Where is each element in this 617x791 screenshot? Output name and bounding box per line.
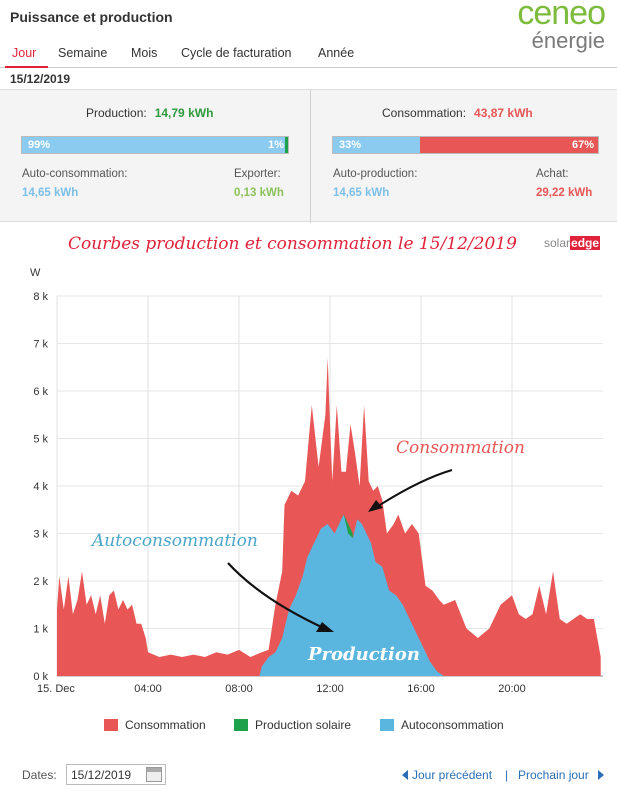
- panel-title: Puissance et production: [10, 9, 173, 25]
- achat-label: Achat:: [536, 168, 569, 180]
- active-tab-indicator: [5, 66, 48, 68]
- current-date: 15/12/2019: [10, 72, 71, 86]
- consumption-import-pct: 67%: [571, 139, 594, 151]
- auto-production-value: 14,65 kWh: [333, 187, 390, 199]
- solaredge-logo-solar: solar: [544, 236, 571, 250]
- consumption-value: 43,87 kWh: [474, 106, 533, 120]
- next-day-link[interactable]: Prochain jour: [518, 768, 589, 782]
- annotation-autoconsommation: Autoconsommation: [90, 531, 258, 551]
- production-export-pct: 1%: [268, 139, 284, 151]
- x-tick-label: 04:00: [134, 683, 162, 695]
- y-tick-label: 0 k: [33, 671, 48, 683]
- annotation-production: Production: [307, 644, 420, 665]
- auto-consommation-label: Auto-consommation:: [22, 168, 128, 180]
- next-arrow-icon[interactable]: [598, 770, 604, 780]
- dates-label: Dates:: [22, 768, 57, 782]
- legend-label-consommation: Consommation: [125, 718, 206, 732]
- legend-swatch-consommation: [104, 719, 118, 731]
- legend-item-production-solaire[interactable]: Production solaire: [234, 718, 351, 732]
- y-tick-label: 5 k: [33, 434, 48, 446]
- previous-day-link[interactable]: Jour précédent: [412, 768, 493, 782]
- chart-title: Courbes production et consommation le 15…: [68, 234, 517, 254]
- y-axis-unit: W: [30, 267, 41, 279]
- y-tick-label: 6 k: [33, 386, 48, 398]
- y-tick-label: 4 k: [33, 481, 48, 493]
- consumption-self-pct: 33%: [339, 139, 362, 151]
- logo-ceneo-text: ceneo: [517, 0, 606, 32]
- period-tabs: Jour Semaine Mois Cycle de facturation A…: [0, 40, 617, 68]
- legend-label-production-solaire: Production solaire: [255, 718, 352, 732]
- achat-value: 29,22 kWh: [536, 187, 593, 199]
- series-consommation-area: [57, 357, 601, 676]
- legend-swatch-autoconsommation: [380, 719, 394, 731]
- annotation-arrowhead-consommation: [368, 500, 383, 512]
- y-tick-label: 3 k: [33, 529, 48, 541]
- y-tick-label: 1 k: [33, 624, 48, 636]
- y-tick-label: 2 k: [33, 576, 48, 588]
- x-tick-label: 08:00: [225, 683, 253, 695]
- production-label: Production:: [86, 106, 147, 120]
- solaredge-logo-edge: edge: [570, 236, 601, 250]
- exporter-value: 0,13 kWh: [234, 187, 284, 199]
- annotation-arrow-autoconsommation: [227, 562, 329, 632]
- tab-cycle-facturation[interactable]: Cycle de facturation: [181, 46, 292, 60]
- production-export-segment: [285, 137, 288, 153]
- legend-item-consommation[interactable]: Consommation: [104, 718, 206, 732]
- consumption-bar: 33% 67%: [332, 136, 599, 154]
- annotation-arrowhead-autoconsommation: [316, 622, 334, 632]
- y-tick-label: 8 k: [33, 291, 48, 303]
- series-autoconsommation-area: [259, 514, 444, 676]
- ceneo-logo: ceneo énergie: [469, 0, 609, 56]
- annotation-consommation: Consommation: [396, 438, 525, 458]
- logo-energie-text: énergie: [531, 28, 605, 53]
- prev-arrow-icon[interactable]: [402, 770, 408, 780]
- date-input[interactable]: [66, 764, 166, 785]
- annotation-arrow-consommation: [371, 469, 453, 511]
- legend-item-autoconsommation[interactable]: Autoconsommation: [380, 718, 504, 732]
- legend-swatch-production-solaire: [234, 719, 248, 731]
- consumption-summary: Consommation: 43,87 kWh: [382, 106, 533, 120]
- auto-production-label: Auto-production:: [333, 168, 418, 180]
- nav-separator: |: [505, 768, 509, 782]
- x-tick-label: 20:00: [498, 683, 526, 695]
- tab-semaine[interactable]: Semaine: [58, 46, 108, 60]
- power-chart: Courbes production et consommation le 15…: [0, 222, 617, 762]
- consumption-import-segment: [420, 137, 598, 153]
- consumption-self-segment: [333, 137, 421, 153]
- production-summary: Production: 14,79 kWh: [86, 106, 213, 120]
- y-tick-label: 7 k: [33, 339, 48, 351]
- chart-plot: W 0 k 1 k 2 k 3 k 4 k 5 k 6 k 7 k 8 k 15. Dec 04:00…: [30, 267, 603, 695]
- production-self-pct: 99%: [28, 139, 51, 151]
- tab-mois[interactable]: Mois: [131, 46, 158, 60]
- date-navigation: Dates: Jour précédent | Prochain jour: [0, 760, 617, 791]
- legend-label-autoconsommation: Autoconsommation: [401, 718, 504, 732]
- energy-summary: Production: 14,79 kWh 99% 1% Auto-consomm…: [0, 89, 617, 223]
- x-tick-label: 16:00: [407, 683, 435, 695]
- solaredge-logo: solaredge: [544, 236, 601, 250]
- auto-consommation-value: 14,65 kWh: [22, 187, 79, 199]
- production-value: 14,79 kWh: [154, 106, 214, 120]
- tab-annee[interactable]: Année: [318, 46, 355, 60]
- panel-header: Puissance et production ceneo énergie: [0, 0, 617, 53]
- chart-legend: Consommation Production solaire Autocons…: [0, 718, 617, 738]
- tab-jour[interactable]: Jour: [12, 46, 37, 60]
- exporter-label: Exporter:: [234, 168, 281, 180]
- production-self-segment: [22, 137, 286, 153]
- x-tick-label: 15. Dec: [37, 683, 75, 695]
- consumption-label: Consommation:: [382, 106, 467, 120]
- summary-divider: [310, 90, 311, 223]
- x-tick-label: 12:00: [316, 683, 344, 695]
- production-bar: 99% 1%: [21, 136, 289, 154]
- calendar-icon[interactable]: [146, 767, 162, 782]
